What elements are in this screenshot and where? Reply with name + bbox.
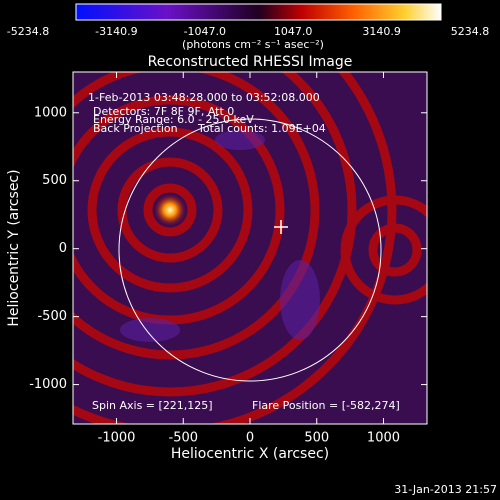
annotation: Energy Range: 6.0 - 25.0 keV [93,113,254,126]
timestamp: 31-Jan-2013 21:57 [394,483,497,496]
x-tick-label: -500 [169,431,199,446]
y-tick-label: 1000 [34,105,67,120]
annotation: Detectors: 7F 8F 9F, Att 0 [93,105,234,118]
annotation: Total counts: 1.09E+04 [197,122,326,135]
annotation: Back Projection [93,122,178,135]
colorbar-label: (photons cm⁻² s⁻¹ asec⁻²) [182,38,324,51]
colorbar-tick-label: 5234.8 [451,25,490,38]
annotation: Flare Position = [-582,274] [252,399,400,412]
y-tick-label: 0 [59,241,67,256]
colorbar-tick-label: -5234.8 [7,25,49,38]
y-tick-label: 500 [42,173,67,188]
colorbar-tick-label: -3140.9 [95,25,137,38]
colorbar [75,3,442,21]
y-tick-label: -500 [37,309,67,324]
x-tick-label: 500 [304,431,329,446]
y-axis-label: Heliocentric Y (arcsec) [6,169,22,326]
x-tick-label: 1000 [367,431,400,446]
colorbar-tick-label: 3140.9 [362,25,401,38]
x-tick-label: 0 [246,431,254,446]
x-axis-label: Heliocentric X (arcsec) [171,446,329,462]
colorbar-tick-label: 1047.0 [274,25,313,38]
y-tick-label: -1000 [29,377,67,392]
image [73,72,427,424]
colorbar-tick-label: -1047.0 [184,25,226,38]
chart-title: Reconstructed RHESSI Image [148,54,353,70]
annotation: Spin Axis = [221,125] [92,399,213,412]
annotation: 1-Feb-2013 03:48:28.000 to 03:52:08.000 [88,91,320,104]
x-tick-label: -1000 [98,431,136,446]
